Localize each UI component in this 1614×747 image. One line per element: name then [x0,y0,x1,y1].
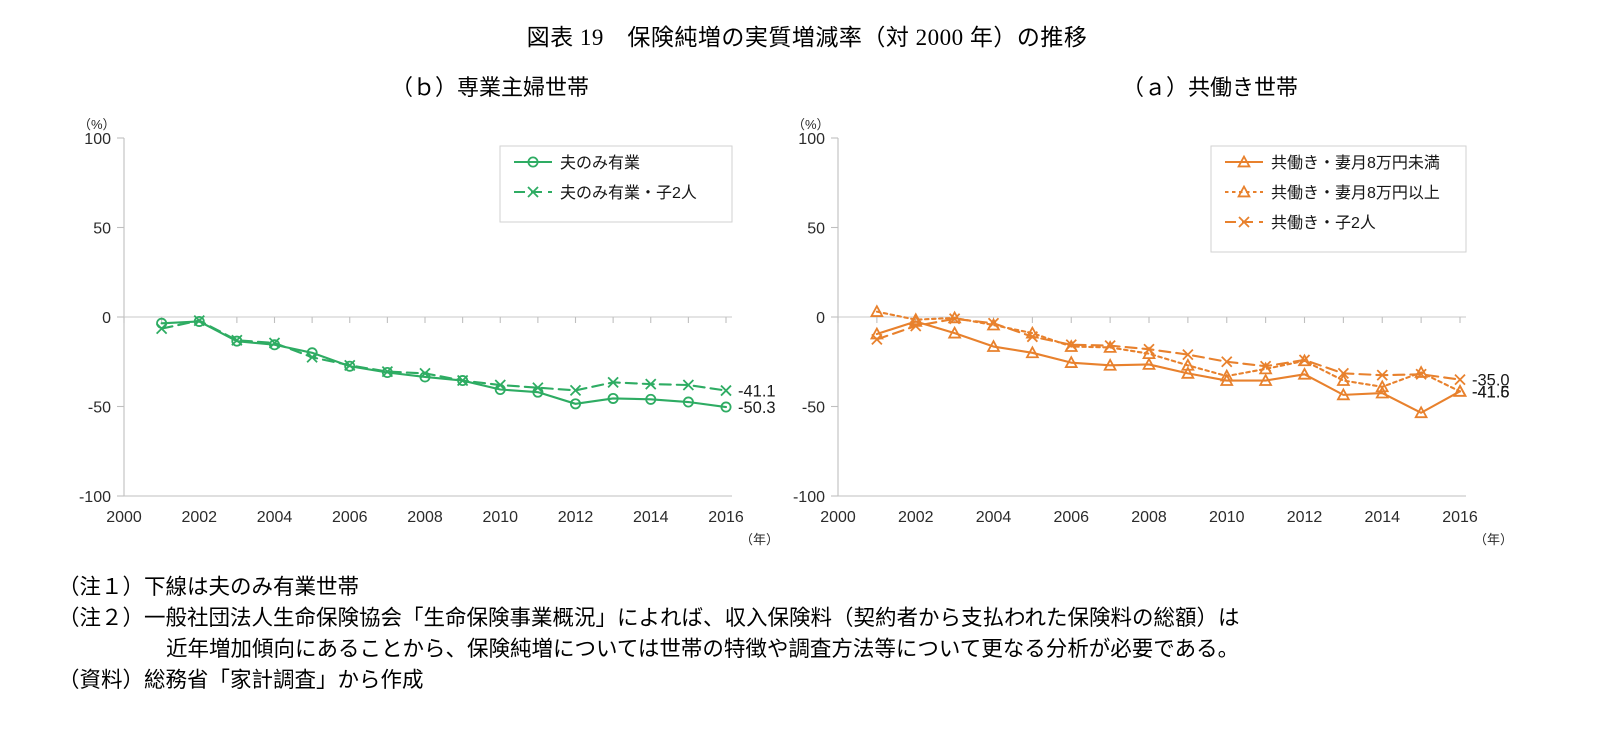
svg-text:2002: 2002 [898,509,934,526]
legend-label: 共働き・妻月8万円以上 [1271,184,1440,202]
svg-text:50: 50 [93,221,111,238]
svg-text:（年）: （年） [740,532,779,547]
chart-svg-dual-income: （%）100 50 0 -50 -100 2000 2002 2004 2006 2008 2010… [792,117,1513,547]
svg-text:2006: 2006 [332,509,368,526]
svg-text:-50: -50 [88,400,111,417]
svg-text:-100: -100 [79,489,111,506]
panel-left-subtitle: （ｂ）専業主婦世帯 [390,75,589,100]
svg-text:（%）: （%） [78,117,116,132]
chart-panel-dual-income: （%） 100 50 0 -50 -100 2000 2002 2004 2006 2008 2010… [770,108,1550,568]
svg-text:（年）: （年） [1474,532,1513,547]
note-2-text-line2: 近年増加傾向にあることから、保険純増については世帯の特徴や調査方法等について更な… [166,636,1240,661]
svg-text:2010: 2010 [482,509,518,526]
series-end-label: -35.0 [1472,372,1510,390]
svg-text:2012: 2012 [1287,509,1323,526]
chart-panel-housewife: （%） 100 50 0 -50 -100 2000 2002 2004 2006 2008 2010… [56,108,816,568]
note-2-tag: （注２） [58,605,145,630]
notes-block: （注１） 下線は夫のみ有業世帯 （注２） 一般社団法人生命保険協会「生命保険事業… [58,572,1598,696]
source-tag: （資料） [58,667,145,692]
svg-text:0: 0 [816,310,825,327]
svg-text:2014: 2014 [1364,509,1400,526]
note-2: （注２） 一般社団法人生命保険協会「生命保険事業概況」によれば、収入保険料（契約… [58,603,1598,634]
svg-text:2012: 2012 [558,509,594,526]
note-2-text-line1: 一般社団法人生命保険協会「生命保険事業概況」によれば、収入保険料（契約者から支払… [144,605,1240,630]
svg-text:100: 100 [84,131,111,148]
series-end-label: -41.5 [1472,383,1510,401]
figure-title: 図表 19 保険純増の実質増減率（対 2000 年）の推移 [526,25,1088,50]
chart-svg-housewife: （%）100 50 0 -50 -100 2000 2002 2004 2006 2008 2010… [78,117,779,547]
legend-label: 夫のみ有業・子2人 [560,184,697,202]
series-end-label: -50.3 [738,399,776,417]
panel-right-subtitle: （ａ）共働き世帯 [1121,75,1298,100]
legend-label: 夫のみ有業 [560,154,640,172]
svg-text:-100: -100 [793,489,825,506]
svg-text:2014: 2014 [633,509,669,526]
series-end-label: -41.1 [738,383,776,401]
svg-text:2010: 2010 [1209,509,1245,526]
svg-text:2002: 2002 [181,509,217,526]
legend-label: 共働き・妻月8万円未満 [1271,154,1440,172]
note-1-text: 下線は夫のみ有業世帯 [144,575,360,599]
source-note: （資料） 総務省「家計調査」から作成 [58,665,1598,696]
svg-text:2008: 2008 [1131,509,1167,526]
svg-text:100: 100 [798,131,825,148]
svg-text:2008: 2008 [407,509,443,526]
svg-text:2006: 2006 [1053,509,1089,526]
svg-text:2000: 2000 [820,509,856,526]
svg-text:2000: 2000 [106,509,142,526]
svg-text:2004: 2004 [257,509,293,526]
svg-text:2016: 2016 [708,509,744,526]
svg-text:2004: 2004 [976,509,1012,526]
svg-text:2016: 2016 [1442,509,1478,526]
note-2-continued: 近年増加傾向にあることから、保険純増については世帯の特徴や調査方法等について更な… [58,634,1598,665]
source-text: 総務省「家計調査」から作成 [144,667,424,692]
legend-label: 共働き・子2人 [1271,214,1376,232]
note-1: （注１） 下線は夫のみ有業世帯 [58,572,1598,603]
svg-text:50: 50 [807,221,825,238]
svg-text:（%）: （%） [792,117,830,132]
note-1-tag: （注１） [58,575,145,599]
svg-text:0: 0 [102,310,111,327]
series-end-label: -41.6 [1472,383,1510,401]
svg-text:-50: -50 [802,400,825,417]
